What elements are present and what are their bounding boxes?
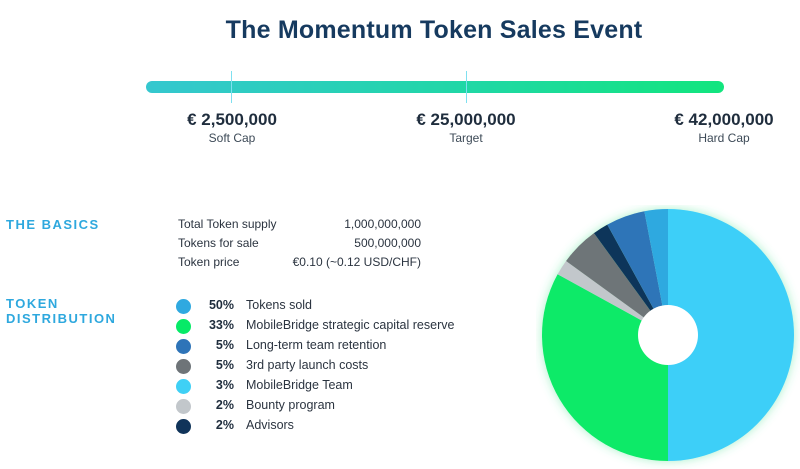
basics-row-for-sale: Tokens for sale 500,000,000 xyxy=(178,236,421,256)
soft-cap-amount: € 2,500,000 xyxy=(187,110,277,129)
distribution-heading-line2: DISTRIBUTION xyxy=(6,311,117,326)
token-distribution-pie xyxy=(542,209,794,461)
legend-dot xyxy=(176,419,191,434)
target-label: Target xyxy=(449,131,483,145)
legend-percent: 3% xyxy=(215,378,234,392)
legend-percent: 5% xyxy=(215,338,234,352)
hard-cap-label: Hard Cap xyxy=(698,131,750,145)
legend-dot xyxy=(176,379,191,394)
legend-percent: 2% xyxy=(215,398,234,412)
legend-label: Long-term team retention xyxy=(246,338,387,352)
pie-slice xyxy=(557,260,668,335)
legend-dot xyxy=(176,359,191,374)
legend-dot xyxy=(176,299,191,314)
basics-key: Total Token supply xyxy=(178,217,277,231)
pie-slice xyxy=(607,211,668,335)
basics-value: 1,000,000,000 xyxy=(344,217,421,231)
page-title: The Momentum Token Sales Event xyxy=(225,16,643,44)
legend-label: MobileBridge strategic capital reserve xyxy=(246,318,455,332)
pie-slice xyxy=(644,209,668,335)
legend-percent: 50% xyxy=(208,298,234,312)
basics-key: Tokens for sale xyxy=(178,236,259,250)
distribution-heading: TOKEN DISTRIBUTION xyxy=(6,296,116,326)
pie-slice xyxy=(566,233,668,335)
legend-percent: 5% xyxy=(215,358,234,372)
hard-cap-amount: € 42,000,000 xyxy=(674,110,774,129)
legend-label: 3rd party launch costs xyxy=(246,358,369,372)
funding-progress-bar xyxy=(146,81,724,93)
distribution-heading-line1: TOKEN xyxy=(6,296,59,311)
pie-slice xyxy=(542,274,668,461)
pie-slice xyxy=(668,209,794,461)
basics-row-price: Token price €0.10 (~0.12 USD/CHF) xyxy=(178,255,421,275)
legend-dot xyxy=(176,399,191,414)
legend-dot xyxy=(176,339,191,354)
hard-cap: € 42,000,000 Hard Cap xyxy=(634,110,800,145)
basics-value: €0.10 (~0.12 USD/CHF) xyxy=(292,255,421,269)
legend-percent: 33% xyxy=(208,318,234,332)
target-marker xyxy=(466,71,467,103)
basics-heading: THE BASICS xyxy=(6,217,100,232)
legend-dot xyxy=(176,319,191,334)
legend-label: Bounty program xyxy=(246,398,335,412)
soft-cap-marker xyxy=(231,71,232,103)
legend-label: Advisors xyxy=(246,418,294,432)
basics-value: 500,000,000 xyxy=(354,236,421,250)
soft-cap: € 2,500,000 Soft Cap xyxy=(142,110,322,145)
basics-row-supply: Total Token supply 1,000,000,000 xyxy=(178,217,421,237)
target-amount: € 25,000,000 xyxy=(416,110,516,129)
legend-label: Tokens sold xyxy=(246,298,313,312)
legend-percent: 2% xyxy=(215,418,234,432)
legend-label: MobileBridge Team xyxy=(246,378,353,392)
basics-key: Token price xyxy=(178,255,240,269)
target-cap: € 25,000,000 Target xyxy=(376,110,556,145)
soft-cap-label: Soft Cap xyxy=(208,131,256,145)
pie-slice xyxy=(593,224,668,335)
pie-center-hole xyxy=(638,305,698,365)
